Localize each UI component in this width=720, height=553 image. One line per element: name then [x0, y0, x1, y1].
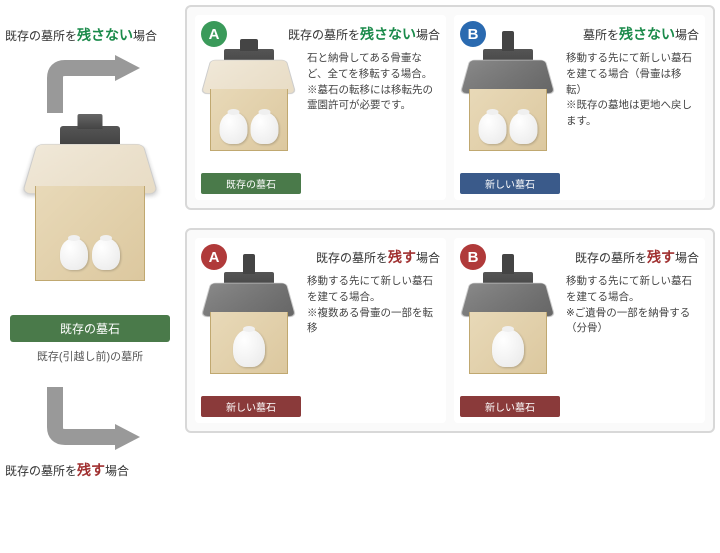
underground-section	[469, 312, 547, 374]
urn-icon	[233, 329, 265, 367]
card-header: A 既存の墓所を残さない場合	[201, 21, 440, 47]
card-header: B 墓所を残さない場合	[460, 21, 699, 47]
card-title: 墓所を残さない場合	[492, 24, 699, 44]
card-body: 新しい墓石 移動する先にて新しい墓石を建てる場合。※複数ある骨壷の一部を転移	[201, 274, 440, 417]
option-badge-a: A	[201, 21, 227, 47]
card-body: 既存の墓石 石と納骨してある骨壷など、全てを移転する場合。※墓石の転移には移転先…	[201, 51, 440, 194]
underground-section	[210, 89, 288, 151]
panel-keep: A 既存の墓所を残す場合 新しい墓石 移動する先にて新しい墓石を建	[185, 228, 715, 433]
origin-caption: 既存(引越し前)の墓所	[10, 348, 170, 364]
panel-not-keep: A 既存の墓所を残さない場合 既存の墓石 石と納骨してある骨壷など	[185, 5, 715, 210]
underground-section	[469, 89, 547, 151]
card-diagram: 新しい墓石	[460, 51, 560, 194]
text: 場合	[105, 464, 129, 478]
arrow-up-right-icon	[35, 53, 145, 123]
urn-icon	[509, 112, 537, 144]
origin-column: 既存の墓所を残さない場合 既存の墓石 既存(引越し前)の墓所 既存の墓所を残す場…	[5, 0, 180, 480]
card-badge: 新しい墓石	[460, 396, 560, 417]
card-badge: 新しい墓石	[201, 396, 301, 417]
urn-icon	[92, 238, 120, 270]
option-badge-b: B	[460, 244, 486, 270]
emphasis-not-keep: 残さない	[77, 27, 133, 43]
urn-icon	[478, 112, 506, 144]
card-diagram: 新しい墓石	[460, 274, 560, 417]
card-2b: B 既存の墓所を残す場合 新しい墓石 移動する先にて新しい墓石を建	[454, 238, 705, 423]
urn-icon	[250, 112, 278, 144]
card-diagram: 既存の墓石	[201, 51, 301, 194]
card-description: 移動する先にて新しい墓石を建てる場合。※複数ある骨壷の一部を転移	[307, 274, 440, 417]
urn-icon	[60, 238, 88, 270]
top-branch-label: 既存の墓所を残さない場合	[5, 25, 180, 45]
option-badge-a: A	[201, 244, 227, 270]
card-description: 移動する先にて新しい墓石を建てる場合。※ご遺骨の一部を納骨する（分骨）	[566, 274, 699, 417]
card-diagram: 新しい墓石	[201, 274, 301, 417]
text: 場合	[133, 29, 157, 43]
card-badge: 新しい墓石	[460, 173, 560, 194]
card-header: B 既存の墓所を残す場合	[460, 244, 699, 270]
card-title: 既存の墓所を残す場合	[233, 247, 440, 267]
card-body: 新しい墓石 移動する先にて新しい墓石を建てる場合。※ご遺骨の一部を納骨する（分骨…	[460, 274, 699, 417]
urns-group	[60, 238, 120, 270]
card-description: 石と納骨してある骨壷など、全てを移転する場合。※墓石の転移には移転先の霊園許可が…	[307, 51, 440, 194]
card-header: A 既存の墓所を残す場合	[201, 244, 440, 270]
arrow-down-right-icon	[35, 382, 145, 452]
urn-icon	[219, 112, 247, 144]
option-badge-b: B	[460, 21, 486, 47]
card-body: 新しい墓石 移動する先にて新しい墓石を建てる場合（骨壷は移転）※既存の墓地は更地…	[460, 51, 699, 194]
card-badge: 既存の墓石	[201, 173, 301, 194]
origin-badge: 既存の墓石	[10, 315, 170, 342]
origin-grave-box: 既存の墓石 既存(引越し前)の墓所	[10, 131, 170, 364]
card-description: 移動する先にて新しい墓石を建てる場合（骨壷は移転）※既存の墓地は更地へ戻します。	[566, 51, 699, 194]
emphasis-keep: 残す	[77, 462, 105, 478]
card-1b: B 墓所を残さない場合 新しい墓石 移動する先にて新しい墓石を建て	[454, 15, 705, 200]
text: 既存の墓所を	[5, 29, 77, 43]
underground-section	[35, 186, 145, 281]
underground-section	[210, 312, 288, 374]
card-title: 既存の墓所を残さない場合	[233, 24, 440, 44]
origin-grave-diagram	[20, 131, 160, 311]
card-title: 既存の墓所を残す場合	[492, 247, 699, 267]
card-1a: A 既存の墓所を残さない場合 既存の墓石 石と納骨してある骨壷など	[195, 15, 446, 200]
bottom-branch-label: 既存の墓所を残す場合	[5, 460, 180, 480]
card-2a: A 既存の墓所を残す場合 新しい墓石 移動する先にて新しい墓石を建	[195, 238, 446, 423]
text: 既存の墓所を	[5, 464, 77, 478]
urn-icon	[492, 329, 524, 367]
options-container: A 既存の墓所を残さない場合 既存の墓石 石と納骨してある骨壷など	[185, 5, 715, 451]
